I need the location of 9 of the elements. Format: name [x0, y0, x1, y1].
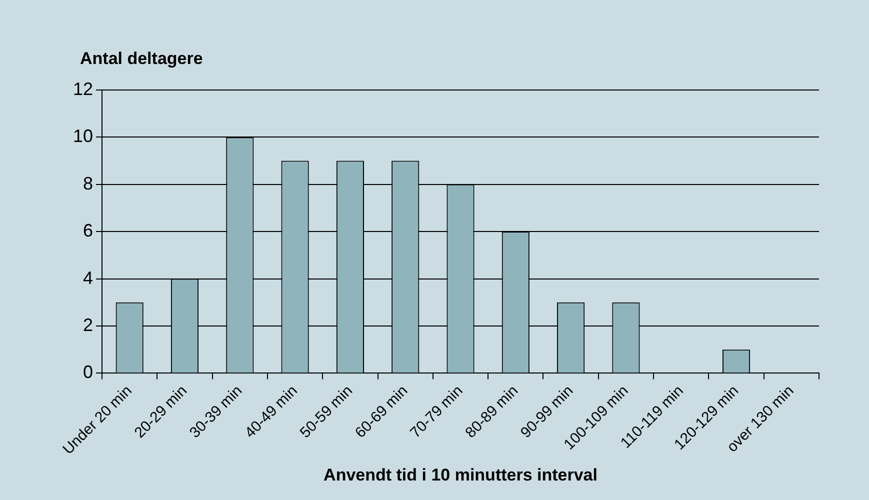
y-tick-label: 8: [83, 173, 94, 194]
y-tick-label: 6: [83, 220, 94, 241]
y-tick-label: 12: [72, 78, 94, 99]
x-axis-title: Anvendt tid i 10 minutters interval: [324, 465, 598, 484]
y-axis-title: Antal deltagere: [80, 49, 203, 68]
y-tick-label: 4: [83, 268, 94, 288]
y-tick-label: 2: [83, 314, 94, 335]
y-tick-label: 10: [72, 126, 94, 146]
y-tick-label: 0: [83, 362, 94, 382]
